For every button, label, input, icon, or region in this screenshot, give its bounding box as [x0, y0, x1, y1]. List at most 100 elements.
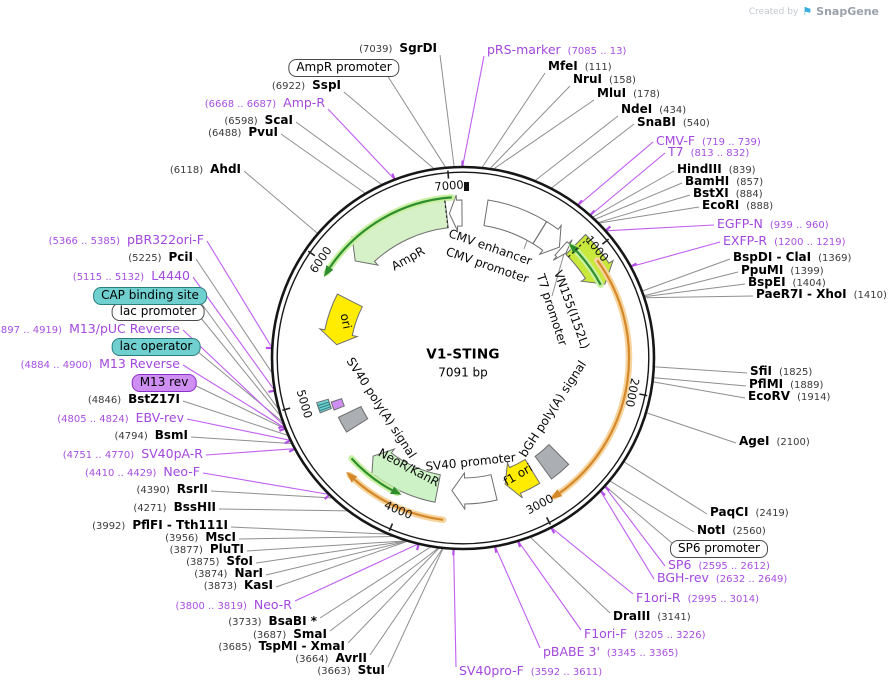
feature-ampr-promoter[interactable]	[448, 194, 463, 232]
feature-sv40-poly-a-signal[interactable]	[337, 405, 369, 433]
feature-label-ampr[interactable]: AmpR	[389, 244, 427, 274]
enzyme-label-ppumi[interactable]: PpuMI (1399)	[741, 264, 824, 278]
leader-line-pflfi-tth111i	[230, 526, 390, 535]
feature-cmv-promoter[interactable]	[532, 220, 562, 256]
feature-neor-kanr[interactable]	[370, 448, 441, 503]
enzyme-label-tspmi-xmai[interactable]: (3685) TspMI - XmaI	[218, 640, 345, 654]
enzyme-label-noti[interactable]: NotI (2560)	[697, 524, 766, 538]
enzyme-label-smai[interactable]: (3687) SmaI	[253, 628, 327, 642]
feature-label-sv40-poly-a-signal[interactable]: SV40 poly(A) signal	[344, 355, 420, 461]
site-location: (2595 .. 2612)	[698, 561, 770, 572]
enzyme-label-ecorv[interactable]: EcoRV (1914)	[748, 390, 830, 404]
enzyme-label-pflmi[interactable]: PflMI (1889)	[749, 378, 823, 392]
enzyme-label-sfii[interactable]: SfiI (1825)	[750, 364, 812, 379]
primer-label-cmv-f[interactable]: CMV-F (719 .. 739)	[656, 134, 761, 148]
feature-label-ori[interactable]: ori	[337, 312, 354, 330]
feature-box-label-lac-promoter[interactable]: lac promoter	[111, 303, 205, 321]
leader-line-bspei	[643, 283, 746, 298]
enzyme-label-sfoi[interactable]: (3875) SfoI	[186, 554, 253, 569]
enzyme-label-agei[interactable]: AgeI (2100)	[739, 435, 810, 449]
site-name: SspI	[312, 78, 341, 92]
enzyme-label-rsrii[interactable]: (4390) RsrII	[137, 483, 209, 497]
enzyme-label-pcii[interactable]: (5225) PciI	[128, 251, 193, 265]
primer-label-t7[interactable]: T7 (813 .. 832)	[668, 145, 749, 159]
feature-box-label-cap-binding-site[interactable]: CAP binding site	[93, 287, 207, 305]
primer-label-pbabe-3[interactable]: pBABE 3' (3345 .. 3365)	[543, 645, 679, 659]
feature-box-label-lac-operator[interactable]: lac operator	[111, 338, 201, 356]
primer-label-prs-marker[interactable]: pRS-marker (7085 .. 13)	[487, 43, 626, 57]
enzyme-label-draiii[interactable]: DraIII (3141)	[613, 610, 691, 624]
enzyme-label-mlui[interactable]: MluI (178)	[597, 87, 660, 101]
enzyme-label-msci[interactable]: (3956) MscI	[165, 530, 236, 545]
site-name: HindIII	[677, 162, 722, 176]
enzyme-label-stui[interactable]: (3663) StuI	[317, 664, 385, 678]
site-name: KasI	[243, 578, 273, 592]
feature-f1-ori[interactable]	[504, 458, 541, 499]
enzyme-label-bspei[interactable]: BspEI (1404)	[748, 276, 826, 290]
feature-lac-operator[interactable]	[330, 397, 345, 411]
leader-line-pluti	[246, 540, 408, 552]
enzyme-label-paqci[interactable]: PaqCI (2419)	[710, 506, 789, 520]
enzyme-label-kasi[interactable]: (3873) KasI	[204, 578, 273, 593]
enzyme-label-bsabi[interactable]: (3733) BsaBI *	[228, 615, 317, 629]
feature-sv40-promoter[interactable]	[451, 471, 498, 511]
primer-label-neo-r[interactable]: (3800 .. 3819) Neo-R	[175, 598, 292, 612]
primer-label-bgh-rev[interactable]: BGH-rev (2632 .. 2649)	[657, 571, 787, 585]
primer-label-neo-f[interactable]: (4410 .. 4429) Neo-F	[85, 465, 200, 479]
feature-bgh-poly-a-signal[interactable]	[534, 443, 570, 480]
feature-box-label-ampr-promoter[interactable]: AmpR promoter	[288, 59, 400, 77]
feature-label-sv40-promoter[interactable]: SV40 promoter	[425, 450, 517, 473]
primer-label-egfp-n[interactable]: EGFP-N (939 .. 960)	[717, 217, 829, 231]
leader-line-cap-binding-site	[195, 295, 280, 411]
primer-label-sp6[interactable]: SP6 (2595 .. 2612)	[668, 558, 770, 572]
site-location: (4897 .. 4919)	[0, 325, 63, 336]
leader-line-nari	[265, 540, 409, 576]
enzyme-label-mfei[interactable]: MfeI (111)	[548, 60, 612, 74]
primer-label-amp-r[interactable]: (6668 .. 6687) Amp-R	[205, 96, 325, 110]
leader-line-ndei	[534, 115, 619, 182]
primer-label-sv40pa-r[interactable]: (4751 .. 4770) SV40pA-R	[63, 447, 203, 461]
feature-box-label-sp6-promoter[interactable]: SP6 promoter	[670, 540, 768, 558]
feature-label-bgh-poly-a-signal[interactable]: bGH poly(A) signal	[516, 358, 589, 460]
enzyme-label-ecori[interactable]: EcoRI (888)	[702, 199, 773, 213]
feature-t7-promoter[interactable]	[552, 239, 573, 261]
enzyme-label-pvui[interactable]: (6488) PvuI	[208, 126, 278, 140]
enzyme-label-bsmi[interactable]: (4794) BsmI	[114, 429, 188, 443]
enzyme-label-ahdi[interactable]: (6118) AhdI	[170, 163, 241, 177]
site-name: AvrII	[335, 651, 367, 665]
site-location: (3345 .. 3365)	[606, 648, 679, 659]
enzyme-label-sspi[interactable]: (6922) SspI	[272, 78, 341, 93]
enzyme-label-pluti[interactable]: (3877) PluTI	[170, 543, 244, 557]
primer-label-l4440[interactable]: (5115 .. 5132) L4440	[73, 269, 190, 283]
primer-label-sv40pro-f[interactable]: SV40pro-F (3592 .. 3611)	[459, 664, 602, 678]
enzyme-label-bstxi[interactable]: BstXI (884)	[693, 187, 763, 201]
leader-line-kasi	[275, 540, 409, 588]
site-name: MscI	[205, 530, 236, 544]
enzyme-label-paer7i-xhoi[interactable]: PaeR7I - XhoI (1410)	[756, 288, 887, 302]
enzyme-label-nari[interactable]: (3874) NarI	[194, 567, 263, 581]
enzyme-label-bsshii[interactable]: (4271) BssHII	[133, 501, 216, 515]
enzyme-label-bstz17i[interactable]: (4846) BstZ17I	[88, 393, 180, 407]
site-name: SfoI	[226, 554, 253, 568]
feature-box-label-m13-rev[interactable]: M13 rev	[131, 374, 197, 392]
enzyme-label-ndei[interactable]: NdeI (434)	[621, 103, 686, 117]
primer-label-f1ori-r[interactable]: F1ori-R (2995 .. 3014)	[636, 591, 759, 605]
enzyme-label-avrii[interactable]: (3664) AvrII	[295, 651, 367, 666]
enzyme-label-bspdi-clai[interactable]: BspDI - ClaI (1369)	[733, 251, 851, 265]
enzyme-label-sgrdi[interactable]: (7039) SgrDI	[359, 42, 437, 56]
primer-label-pbr322ori-f[interactable]: (5366 .. 5385) pBR322ori-F	[49, 233, 204, 247]
feature-ori[interactable]	[318, 293, 363, 346]
primer-label-exfp-r[interactable]: EXFP-R (1200 .. 1219)	[723, 234, 846, 248]
site-name: SfiI	[750, 364, 773, 378]
primer-label-f1ori-f[interactable]: F1ori-F (3205 .. 3226)	[584, 627, 706, 641]
enzyme-label-nrui[interactable]: NruI (158)	[573, 73, 636, 87]
primer-label-ebv-rev[interactable]: (4805 .. 4824) EBV-rev	[57, 411, 184, 425]
enzyme-label-snabi[interactable]: SnaBI (540)	[637, 116, 710, 130]
primer-label-m13-puc-reverse[interactable]: (4897 .. 4919) M13/pUC Reverse	[0, 322, 180, 336]
enzyme-label-bamhi[interactable]: BamHI (857)	[685, 175, 763, 189]
primer-label-m13-reverse[interactable]: (4884 .. 4900) M13 Reverse	[21, 357, 180, 371]
enzyme-label-scai[interactable]: (6598) ScaI	[224, 114, 293, 128]
enzyme-label-pflfi-tth111i[interactable]: (3992) PflFI - Tth111I	[92, 519, 228, 533]
enzyme-label-hindiii[interactable]: HindIII (839)	[677, 162, 756, 177]
